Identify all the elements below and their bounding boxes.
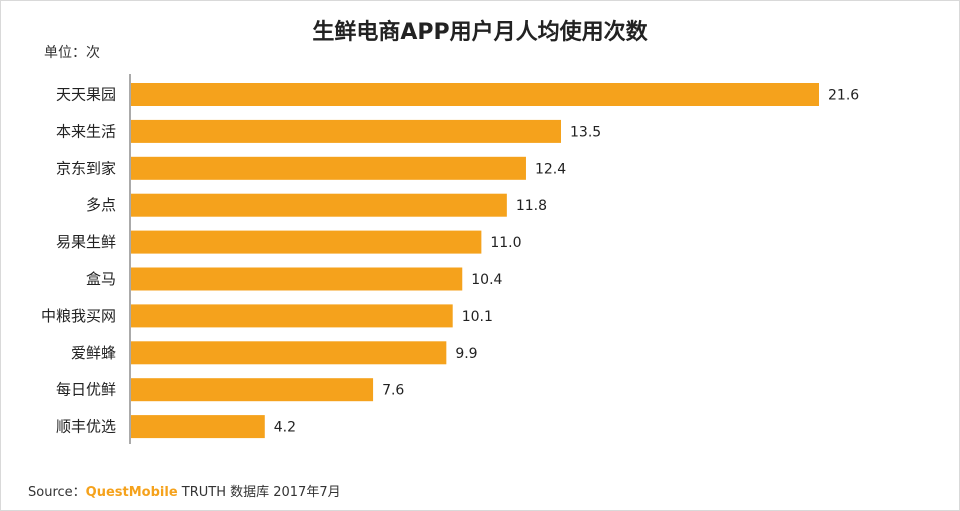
source-suffix: TRUTH 数据库 2017年7月 (177, 485, 341, 500)
bar (131, 230, 482, 254)
value-label: 21.6 (828, 88, 859, 104)
bar (131, 304, 453, 328)
value-label: 4.2 (274, 420, 296, 436)
bar (131, 415, 265, 439)
category-label: 爱鲜蜂 (71, 344, 116, 362)
value-label: 10.4 (471, 272, 502, 288)
value-label: 10.1 (462, 309, 493, 325)
bar (131, 378, 374, 402)
value-label: 13.5 (570, 124, 601, 140)
unit-label: 单位：次 (44, 45, 100, 61)
source-brand: QuestMobile (85, 485, 178, 500)
bar (131, 267, 463, 291)
value-label: 11.0 (490, 235, 521, 251)
bar (131, 156, 526, 180)
bar (131, 83, 819, 106)
category-label: 多点 (86, 196, 116, 214)
value-label: 11.8 (516, 198, 547, 214)
category-label: 每日优鲜 (56, 381, 116, 399)
value-label: 12.4 (535, 161, 566, 177)
category-label: 顺丰优选 (56, 418, 116, 436)
chart-title: 生鲜电商APP用户月人均使用次数 (312, 20, 648, 45)
category-label: 天天果园 (56, 86, 116, 104)
category-label: 易果生鲜 (56, 233, 116, 251)
category-label: 京东到家 (56, 159, 116, 177)
bar (131, 193, 507, 217)
category-label: 本来生活 (56, 122, 116, 140)
value-label: 9.9 (455, 346, 477, 362)
bar (131, 119, 561, 143)
category-label: 中粮我买网 (41, 307, 116, 325)
category-label: 盒马 (86, 270, 116, 288)
value-label: 7.6 (382, 383, 404, 399)
source-prefix: Source： (28, 485, 86, 500)
bar (131, 341, 447, 365)
source-note: Source：QuestMobile TRUTH 数据库 2017年7月 (28, 481, 341, 500)
